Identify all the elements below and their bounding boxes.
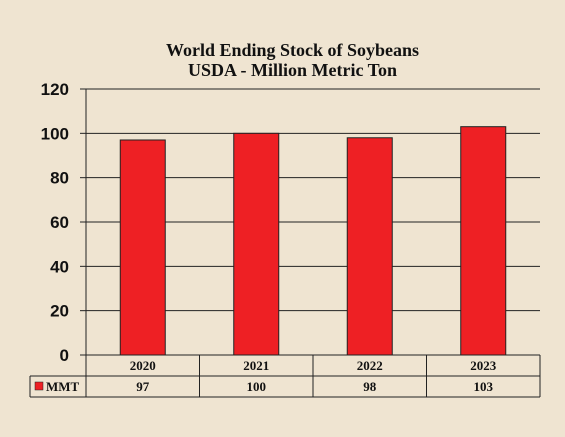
data-label: 103 xyxy=(474,379,494,394)
legend-swatch xyxy=(34,381,44,391)
x-tick-label: 2022 xyxy=(357,358,383,373)
bar xyxy=(460,126,507,356)
legend-label: MMT xyxy=(46,379,80,394)
chart-title-block: World Ending Stock of Soybeans USDA - Mi… xyxy=(0,40,565,80)
data-label: 100 xyxy=(247,379,267,394)
y-tick-label: 0 xyxy=(60,346,69,365)
bar xyxy=(119,139,166,356)
y-tick-label: 120 xyxy=(41,80,69,99)
y-tick-label: 60 xyxy=(50,213,69,232)
data-label: 97 xyxy=(136,379,150,394)
chart-title: World Ending Stock of Soybeans xyxy=(165,40,420,60)
bars xyxy=(119,126,507,356)
x-tick-label: 2021 xyxy=(243,358,269,373)
y-tick-label: 80 xyxy=(50,169,69,188)
y-tick-label: 20 xyxy=(50,302,69,321)
bar xyxy=(233,132,280,356)
y-tick-label: 40 xyxy=(50,257,69,276)
y-axis: 0 20 40 60 80 100 120 xyxy=(41,80,87,365)
y-tick-label: 100 xyxy=(41,124,69,143)
x-tick-label: 2020 xyxy=(130,358,156,373)
bar xyxy=(346,137,393,356)
data-label: 98 xyxy=(363,379,377,394)
data-table: 2020 97 2021 100 2022 98 2023 103 MMT xyxy=(29,354,541,398)
chart-subtitle: USDA - Million Metric Ton xyxy=(187,60,397,80)
x-tick-label: 2023 xyxy=(470,358,497,373)
